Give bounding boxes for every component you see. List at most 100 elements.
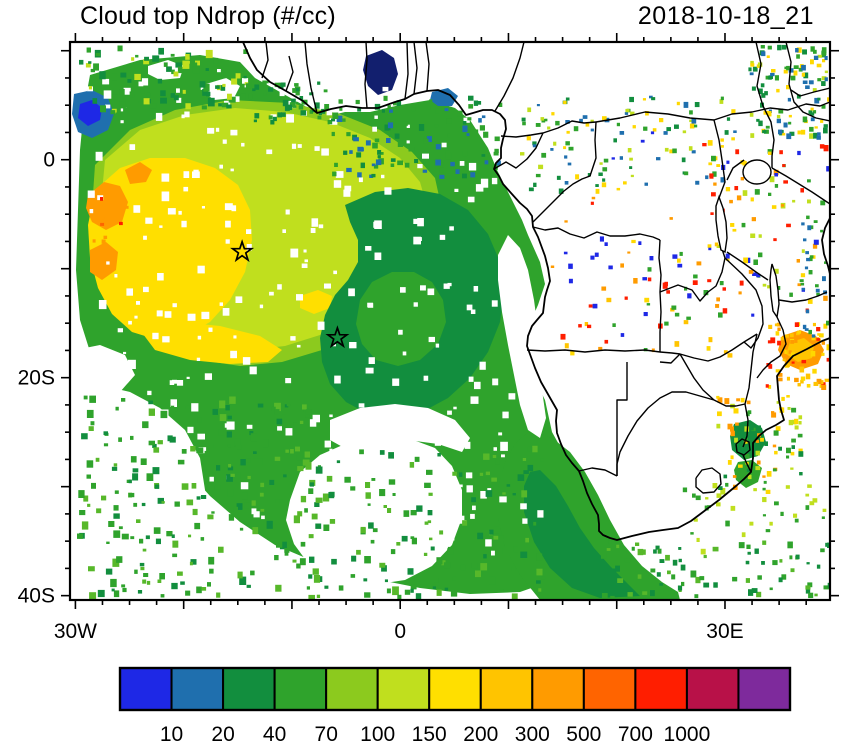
speckle-west-red-flecks (92, 197, 129, 244)
region-clear-gap-bottom-center (286, 438, 462, 585)
region-clear-gap-west (75, 345, 135, 396)
region-navy-patch-top (363, 50, 398, 95)
colorbar-label-10: 10 (160, 723, 183, 746)
colorbar-label-20: 20 (211, 723, 234, 746)
border-angola-namibia (526, 349, 661, 353)
speckle-rare-bright-cells (550, 131, 733, 284)
lake-tanganyika (715, 194, 728, 254)
speckle-ocean-white-lower (101, 308, 544, 556)
colorbar-cell-1 (119, 667, 173, 711)
colorbar: 10 20 40 70 100 150 200 300 500 700 1000 (118, 666, 792, 746)
border-ruvuma (778, 291, 828, 303)
colorbar-label-1000: 1000 (664, 723, 711, 746)
border-nigeria-cameroon (494, 42, 525, 112)
speckle-guinea-coast (245, 80, 333, 125)
border-drc-north (595, 111, 715, 123)
y-tick-label-40S: 40S (18, 585, 55, 608)
colorbar-cell-6 (376, 667, 431, 711)
region-teal-patch-gulf (430, 88, 458, 106)
border-liberia-ci (304, 42, 318, 114)
border-namibia-botswana (616, 362, 628, 476)
colorbar-label-40: 40 (263, 723, 286, 746)
border-ghana-togo (404, 42, 409, 100)
border-uganda-tanzania (726, 159, 745, 181)
colorbar-cell-8 (479, 667, 534, 711)
border-limpopo (713, 399, 746, 407)
speckle-south-ocean (601, 540, 830, 600)
region-orange-patch-2 (90, 242, 118, 280)
colorbar-label-700: 700 (618, 723, 653, 746)
border-ethiopia-1 (785, 42, 830, 122)
coastline-2 (821, 217, 830, 275)
border-togo-benin (413, 42, 418, 95)
colorbar-cell-7 (428, 667, 482, 711)
region-yellow-spot (300, 290, 332, 314)
border-cameroon-gabon (500, 132, 544, 138)
field-layer (72, 44, 830, 600)
border-tanzania-zambia (726, 251, 769, 281)
speckle-land-sa-east (716, 395, 804, 495)
border-caprivi-south (659, 353, 681, 364)
star-marker-2 (325, 325, 350, 349)
colorbar-cell-4 (273, 667, 328, 711)
colorbar-cell-13 (737, 667, 792, 711)
border-botswana-sa (616, 391, 715, 476)
border-swaziland (735, 438, 751, 456)
region-coastal-green-south (498, 430, 680, 600)
speckle-land-central-band (520, 95, 748, 194)
colorbar-label-200: 200 (463, 723, 498, 746)
colorbar-cell-2 (170, 667, 225, 711)
colorbar-cell-10 (582, 667, 637, 711)
y-tick-label-20S: 20S (18, 367, 55, 390)
speckle-bottom-left-green (77, 395, 312, 600)
border-uganda-kenya (755, 42, 775, 168)
border-zimbabwe-mozambique (744, 333, 758, 405)
border-malawi-south (756, 316, 787, 379)
y-tick-label-0: 0 (43, 149, 55, 172)
axes-layer: 30W 0 30E 0 20S 40S (18, 33, 839, 643)
x-tick-label-30W: 30W (54, 620, 97, 643)
border-botswana-zimbabwe (679, 353, 715, 401)
colorbar-cell-11 (634, 667, 688, 711)
border-car-sudan (713, 101, 830, 121)
colorbar-cell-5 (325, 667, 379, 711)
border-angola-zambia (658, 239, 662, 352)
border-ethiopia-2 (790, 87, 830, 97)
border-benin-nigeria (425, 42, 430, 92)
lake-malawi (769, 263, 780, 319)
colorbar-cell-12 (685, 667, 740, 711)
colorbar-label-100: 100 (360, 723, 395, 746)
border-lesotho (695, 467, 722, 494)
colorbar-label-300: 300 (515, 723, 550, 746)
border-mozambique-sa (742, 403, 749, 448)
colorbar-outline (118, 666, 792, 712)
x-tick-label-30E: 30E (706, 620, 743, 643)
speckle-ocean-top-band (79, 45, 249, 115)
border-ci-ghana (364, 42, 368, 109)
coastline-1 (242, 42, 830, 541)
region-coastal-darkgreen-south (524, 470, 640, 598)
basemap-layer (242, 42, 830, 541)
border-cameroon-car (542, 120, 597, 134)
border-sierra-leone (285, 55, 294, 92)
colorbar-cell-3 (222, 667, 276, 711)
lake-victoria (742, 159, 772, 185)
colorbar-label-70: 70 (315, 723, 338, 746)
border-tanzania-kenya (771, 167, 830, 205)
speckle-se-ocean-sparse (682, 480, 827, 555)
colorbar-cell-9 (531, 667, 585, 711)
region-orange-patch-3 (125, 162, 152, 184)
border-zambia-drc (659, 257, 726, 302)
star-marker-1 (230, 239, 255, 263)
border-angola-north (532, 226, 661, 241)
border-guinea (261, 42, 269, 79)
plot-timestamp: 2018-10-18_21 (637, 2, 814, 30)
colorbar-label-500: 500 (566, 723, 601, 746)
region-navy-dot-west (78, 100, 102, 126)
plot-title: Cloud top Ndrop (#/cc) (80, 2, 336, 30)
border-zambia-east (724, 257, 764, 349)
border-zambezi (659, 333, 758, 362)
speckle-gulf-of-guinea (331, 95, 503, 179)
